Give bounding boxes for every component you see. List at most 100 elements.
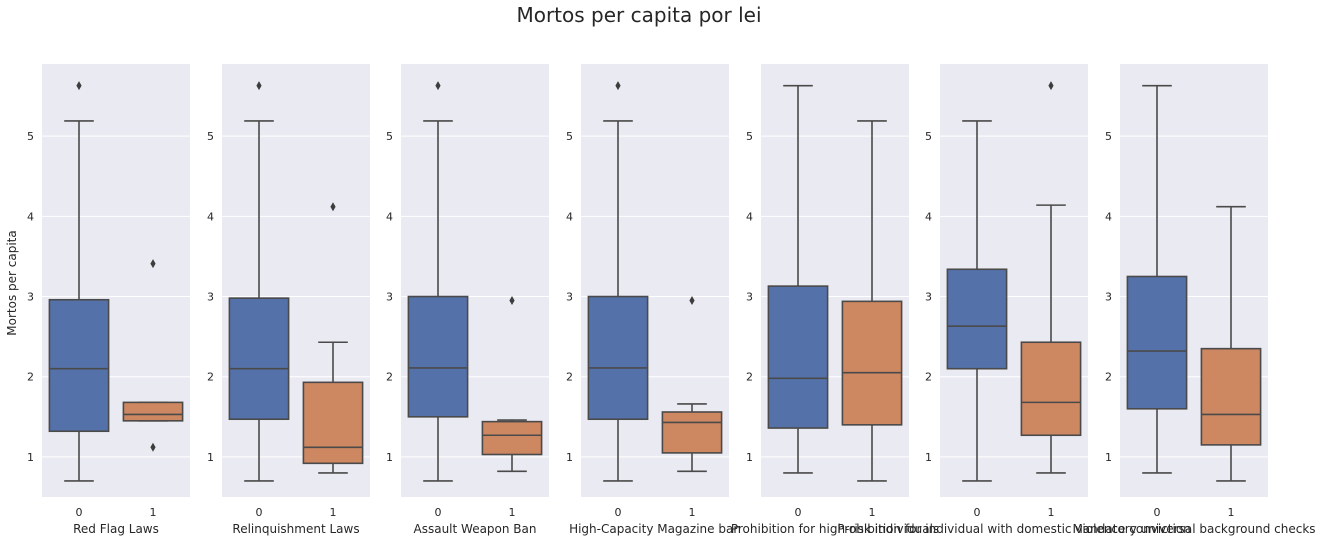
panel-0: 1 2 3 4 5 0 1 Red Flag Laws — [27, 64, 190, 536]
y-tick-label: 3 — [746, 291, 753, 304]
box-0 — [767, 84, 829, 474]
x-axis-label: High-Capacity Magazine ban — [569, 522, 741, 536]
y-tick-label: 3 — [925, 291, 932, 304]
x-axis-label: Assault Weapon Ban — [414, 522, 537, 536]
outlier-point — [615, 81, 621, 91]
y-tick-label: 4 — [1105, 210, 1112, 223]
y-tick-label: 4 — [386, 210, 393, 223]
y-tick-label: 3 — [27, 291, 34, 304]
iqr-box — [48, 298, 110, 433]
y-tick-label: 4 — [27, 210, 34, 223]
x-axis-label: Prohibition for individual with domestic… — [837, 522, 1191, 536]
y-tick-label: 4 — [925, 210, 932, 223]
y-tick-label: 3 — [207, 291, 214, 304]
iqr-box — [122, 401, 184, 422]
y-tick-label: 1 — [925, 451, 932, 464]
panel-2: 1 2 3 4 5 0 1 Assault Weapon Ban — [386, 64, 549, 536]
box-1 — [481, 296, 543, 473]
x-tick-label: 1 — [869, 506, 876, 519]
x-tick-label: 0 — [76, 506, 83, 519]
x-axis-label: Relinquishment Laws — [232, 522, 359, 536]
outlier-point — [330, 202, 336, 212]
y-tick-label: 1 — [386, 451, 393, 464]
x-tick-label: 1 — [330, 506, 337, 519]
box-1 — [122, 259, 184, 452]
box-0 — [946, 120, 1008, 482]
x-axis-label: Mandatory universal background checks — [1072, 522, 1315, 536]
y-tick-label: 2 — [207, 371, 214, 384]
x-tick-label: 0 — [795, 506, 802, 519]
y-tick-label: 4 — [566, 210, 573, 223]
box-1 — [1020, 81, 1082, 474]
box-0 — [48, 81, 110, 482]
x-tick-label: 0 — [256, 506, 263, 519]
box-1 — [661, 296, 723, 473]
box-1 — [302, 202, 364, 474]
x-tick-label: 0 — [1154, 506, 1161, 519]
y-tick-label: 4 — [746, 210, 753, 223]
x-axis-label: Prohibition for high-risk individuals — [731, 522, 939, 536]
panel-5: 1 2 3 4 5 0 1 Prohibition for individual with d… — [837, 64, 1191, 536]
box-0 — [228, 81, 290, 482]
y-tick-label: 4 — [207, 210, 214, 223]
y-tick-label: 2 — [746, 371, 753, 384]
iqr-box — [481, 420, 543, 456]
y-tick-label: 5 — [1105, 130, 1112, 143]
y-tick-label: 3 — [386, 291, 393, 304]
y-tick-label: 2 — [925, 371, 932, 384]
outlier-point — [150, 259, 156, 269]
iqr-box — [767, 285, 829, 429]
iqr-box — [1200, 347, 1262, 446]
panel-6: 1 2 3 4 5 0 1 Mandatory universal background ch… — [1072, 64, 1316, 536]
iqr-box — [841, 300, 903, 426]
outlier-point — [435, 81, 441, 91]
x-tick-label: 1 — [150, 506, 157, 519]
outlier-point — [256, 81, 262, 91]
y-tick-label: 1 — [1105, 451, 1112, 464]
iqr-box — [1020, 341, 1082, 437]
y-tick-label: 5 — [925, 130, 932, 143]
outlier-point — [689, 296, 695, 306]
y-tick-label: 5 — [386, 130, 393, 143]
outlier-point — [509, 296, 515, 306]
x-tick-label: 1 — [509, 506, 516, 519]
x-tick-label: 0 — [974, 506, 981, 519]
iqr-box — [661, 411, 723, 454]
outlier-point — [1048, 81, 1054, 91]
iqr-box — [587, 295, 649, 421]
y-tick-label: 5 — [27, 130, 34, 143]
y-tick-label: 3 — [1105, 291, 1112, 304]
x-tick-label: 1 — [689, 506, 696, 519]
panel-4: 1 2 3 4 5 0 1 Prohibition for high-risk individ… — [731, 64, 939, 536]
x-tick-label: 0 — [435, 506, 442, 519]
iqr-box — [228, 297, 290, 421]
box-1 — [1200, 205, 1262, 482]
box-0 — [407, 81, 469, 482]
iqr-box — [1126, 275, 1188, 410]
y-tick-label: 5 — [746, 130, 753, 143]
iqr-box — [946, 268, 1008, 370]
panel-3: 1 2 3 4 5 0 1 High-Capacity Magazine ban — [566, 64, 741, 536]
y-axis-label: Mortos per capita — [5, 230, 19, 335]
x-tick-label: 1 — [1228, 506, 1235, 519]
iqr-box — [407, 295, 469, 418]
box-1 — [841, 120, 903, 482]
y-tick-label: 1 — [27, 451, 34, 464]
y-tick-label: 2 — [27, 371, 34, 384]
box-0 — [1126, 84, 1188, 474]
x-tick-label: 0 — [615, 506, 622, 519]
y-tick-label: 5 — [207, 130, 214, 143]
y-tick-label: 2 — [386, 371, 393, 384]
x-tick-label: 1 — [1048, 506, 1055, 519]
y-tick-label: 2 — [1105, 371, 1112, 384]
y-tick-label: 1 — [566, 451, 573, 464]
panels: 1 2 3 4 5 0 1 Red Flag Laws 1 2 3 4 5 0 1 Relinquishmen… — [27, 64, 1316, 536]
y-tick-label: 3 — [566, 291, 573, 304]
y-tick-label: 2 — [566, 371, 573, 384]
panel-background — [761, 64, 909, 497]
y-tick-label: 1 — [207, 451, 214, 464]
outlier-point — [150, 442, 156, 452]
chart-title: Mortos per capita por lei — [516, 3, 761, 27]
iqr-box — [302, 381, 364, 465]
